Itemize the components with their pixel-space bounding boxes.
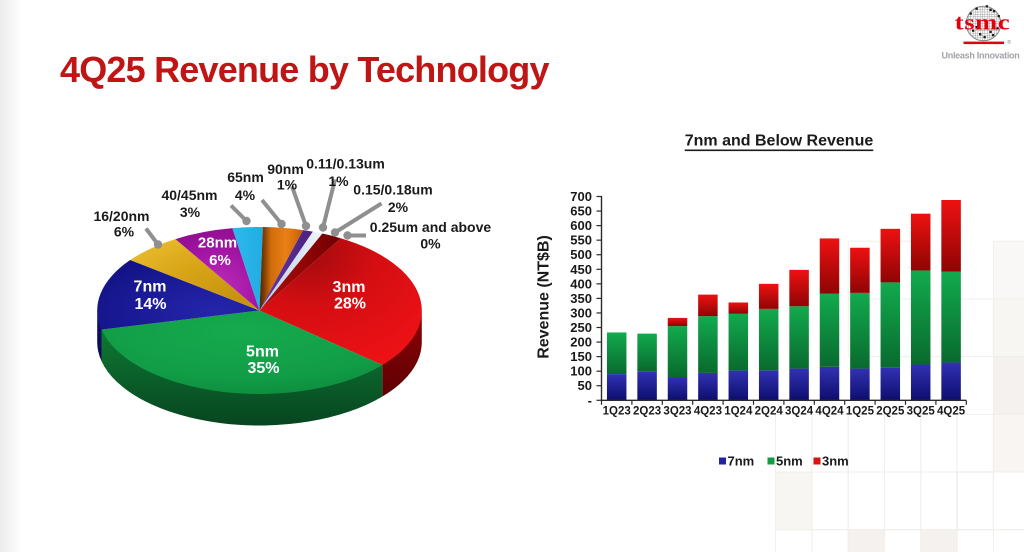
svg-text:35%: 35% — [247, 360, 279, 377]
svg-text:4Q23: 4Q23 — [694, 406, 722, 418]
svg-text:150: 150 — [570, 349, 592, 364]
svg-text:3nm: 3nm — [822, 454, 849, 469]
svg-text:40/45nm: 40/45nm — [161, 187, 217, 203]
svg-text:1Q25: 1Q25 — [846, 406, 875, 418]
svg-text:-: - — [588, 393, 592, 408]
svg-text:2Q23: 2Q23 — [633, 406, 661, 418]
svg-text:14%: 14% — [134, 296, 166, 313]
svg-text:3Q25: 3Q25 — [907, 406, 936, 418]
svg-text:3nm: 3nm — [333, 279, 366, 296]
svg-text:16/20nm: 16/20nm — [93, 208, 149, 224]
svg-text:0%: 0% — [420, 236, 441, 252]
svg-text:2%: 2% — [388, 199, 409, 215]
svg-text:1Q24: 1Q24 — [724, 406, 753, 418]
svg-text:tsmc: tsmc — [955, 10, 1010, 35]
svg-text:6%: 6% — [209, 252, 231, 269]
svg-text:250: 250 — [570, 320, 592, 335]
svg-text:0.15/0.18um: 0.15/0.18um — [353, 182, 432, 198]
svg-text:90nm: 90nm — [267, 161, 304, 177]
svg-text:Revenue (NT$B): Revenue (NT$B) — [536, 235, 553, 359]
svg-text:100: 100 — [570, 364, 592, 379]
svg-text:1%: 1% — [328, 173, 349, 189]
svg-text:28nm: 28nm — [198, 235, 237, 252]
svg-text:350: 350 — [570, 291, 592, 306]
svg-text:6%: 6% — [114, 224, 135, 240]
svg-text:3Q24: 3Q24 — [785, 406, 814, 418]
svg-text:Unleash Innovation: Unleash Innovation — [942, 51, 1020, 61]
svg-text:4Q25: 4Q25 — [937, 406, 966, 418]
svg-text:®: ® — [1007, 39, 1011, 46]
svg-text:2Q25: 2Q25 — [876, 406, 905, 418]
svg-text:1Q23: 1Q23 — [603, 406, 631, 418]
svg-text:7nm: 7nm — [728, 454, 755, 469]
svg-text:400: 400 — [570, 276, 592, 291]
svg-text:28%: 28% — [334, 296, 366, 313]
svg-text:5nm: 5nm — [246, 344, 279, 361]
svg-text:50: 50 — [578, 378, 592, 393]
svg-text:65nm: 65nm — [227, 169, 264, 185]
svg-text:700: 700 — [570, 189, 592, 204]
svg-text:3Q23: 3Q23 — [663, 406, 691, 418]
svg-text:3%: 3% — [180, 204, 201, 220]
svg-text:0.25um and above: 0.25um and above — [370, 219, 492, 235]
svg-text:1%: 1% — [277, 177, 298, 193]
svg-text:7nm and Below Revenue: 7nm and Below Revenue — [685, 133, 874, 150]
svg-text:4%: 4% — [235, 187, 256, 203]
svg-text:200: 200 — [570, 335, 592, 350]
svg-text:300: 300 — [570, 305, 592, 320]
svg-text:600: 600 — [570, 218, 592, 233]
svg-text:650: 650 — [570, 204, 592, 219]
svg-text:2Q24: 2Q24 — [755, 406, 784, 418]
svg-text:5nm: 5nm — [776, 454, 803, 469]
svg-text:0.11/0.13um: 0.11/0.13um — [306, 156, 385, 172]
svg-text:550: 550 — [570, 233, 592, 248]
svg-text:500: 500 — [570, 247, 592, 262]
svg-text:4Q24: 4Q24 — [815, 406, 844, 418]
svg-text:7nm: 7nm — [134, 279, 167, 296]
svg-text:450: 450 — [570, 262, 592, 277]
